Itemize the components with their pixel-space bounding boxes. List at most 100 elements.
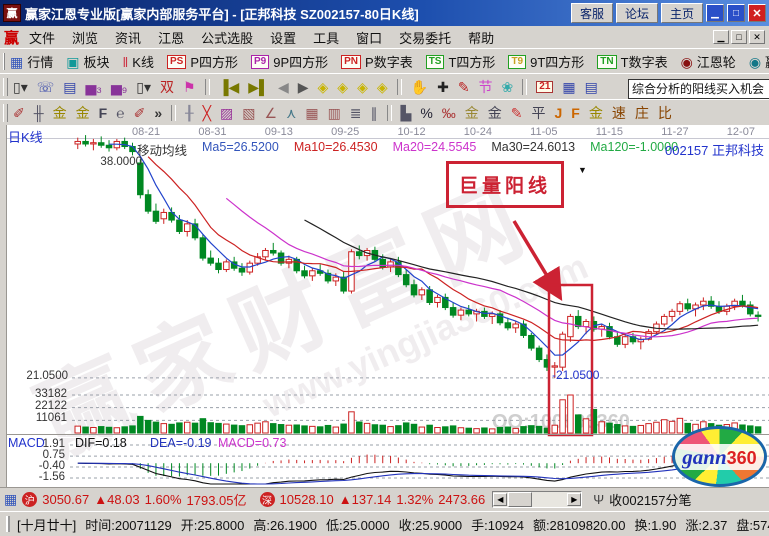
grid-icon[interactable]: ▦: [4, 491, 18, 507]
mdi-close-button[interactable]: ✕: [749, 30, 765, 44]
percent-icon[interactable]: %: [420, 105, 433, 121]
info-doc-icon[interactable]: ▤: [63, 79, 77, 95]
speed-line-icon[interactable]: 速: [611, 105, 626, 121]
wave-tool-icon[interactable]: ⋏: [286, 105, 297, 121]
p-square-button[interactable]: PS P四方形: [166, 52, 238, 71]
compress-left-icon[interactable]: ◈: [317, 79, 329, 95]
brush-icon[interactable]: ✐: [13, 105, 25, 121]
sz-change: ▲137.14: [338, 492, 392, 507]
quote-field: 高:26.1900: [253, 517, 317, 533]
prev-bar-icon[interactable]: ◀: [277, 79, 289, 95]
grid-tool-icon[interactable]: ╫: [33, 105, 44, 121]
brush2-icon[interactable]: ✐: [133, 105, 146, 121]
menu-formula-stockpick[interactable]: 公式选股: [201, 30, 254, 46]
price-grid-icon[interactable]: ▥: [327, 105, 341, 121]
spiral-icon[interactable]: ℮: [116, 105, 125, 121]
memo-icon[interactable]: ▤: [584, 79, 598, 95]
resize-grip[interactable]: [6, 516, 10, 532]
first-bar-icon[interactable]: ▐◀: [218, 79, 240, 95]
menu-tools[interactable]: 工具: [313, 30, 340, 46]
ratio-line-icon[interactable]: 比: [657, 105, 672, 121]
double-k-icon[interactable]: 双: [160, 79, 175, 95]
scrollbar-thumb[interactable]: [508, 492, 533, 507]
p9-square-button[interactable]: P9 9P四方形: [250, 52, 328, 71]
j-line-icon[interactable]: J: [554, 105, 563, 121]
gann-grid-icon[interactable]: ▧: [242, 105, 256, 121]
draw-line-icon[interactable]: ✎: [457, 79, 470, 95]
menu-browse[interactable]: 浏览: [72, 30, 99, 46]
chart-canvas[interactable]: [0, 125, 769, 487]
angle-line-icon[interactable]: ∠: [264, 105, 278, 121]
kline-button[interactable]: ‖ K线: [123, 52, 154, 71]
quotes-button[interactable]: ▦ 行情: [10, 52, 53, 71]
maximize-button[interactable]: □: [727, 4, 745, 22]
winner-wheel-button[interactable]: ◉ 赢家轮: [749, 52, 769, 71]
flag-icon[interactable]: ⚑: [183, 79, 196, 95]
toolbar-grip[interactable]: [3, 77, 8, 97]
mark-candle-icon[interactable]: ✎: [510, 105, 523, 121]
crosshair-icon[interactable]: ✚: [437, 79, 449, 95]
toolbar-grip[interactable]: [3, 52, 5, 71]
sectors-button[interactable]: ▣ 板块: [66, 52, 109, 71]
candle-period-icon[interactable]: ▯▾: [136, 79, 152, 95]
pattern-icon[interactable]: ❀: [501, 79, 514, 95]
permille-icon[interactable]: ‰: [441, 105, 456, 121]
drawing-toolbar: ✐ ╫ 金金 F ℮ ✐» ╂ ╳ ▨ ▧ ∠ ⋏ ▦ ▥ ≣ ∥ ▙% ‰ 金金 ✎ 平 J F 金速庄比: [0, 99, 769, 127]
horizontal-scrollbar[interactable]: ◀ ▶: [492, 491, 583, 508]
step-lines-icon[interactable]: ▙: [400, 105, 412, 121]
hlines-icon[interactable]: ≣: [349, 105, 362, 121]
phone-icon[interactable]: ☏: [36, 79, 55, 95]
t-square-button[interactable]: TS T四方形: [425, 52, 495, 71]
box-grid-icon[interactable]: ╂: [185, 105, 194, 121]
menu-window[interactable]: 窗口: [356, 30, 383, 46]
home-button[interactable]: 主页: [660, 3, 703, 23]
plines-icon[interactable]: ∥: [370, 105, 378, 121]
p-number-button[interactable]: PN P数字表: [341, 52, 413, 71]
t-number-button[interactable]: TN T数字表: [597, 52, 668, 71]
banker-line-icon[interactable]: 庄: [634, 105, 649, 121]
support-button[interactable]: 客服: [570, 3, 613, 23]
scroll-right-icon[interactable]: ▶: [567, 493, 582, 506]
minimize-button[interactable]: ▁: [706, 4, 724, 22]
gold-angle-icon[interactable]: 金: [588, 105, 603, 121]
menu-file[interactable]: 文件: [29, 30, 56, 46]
forum-button[interactable]: 论坛: [615, 3, 658, 23]
bars9-icon[interactable]: ▅₉: [110, 79, 128, 95]
fan-lines-icon[interactable]: ╳: [202, 105, 212, 121]
mdi-minimize-button[interactable]: ▁: [713, 30, 729, 44]
more-tools-icon[interactable]: »: [154, 105, 163, 121]
mdi-restore-button[interactable]: □: [731, 30, 747, 44]
gann-wheel-button[interactable]: ◉ 江恩轮: [681, 52, 736, 71]
menu-news[interactable]: 资讯: [115, 30, 142, 46]
menu-trading[interactable]: 交易委托: [399, 30, 452, 46]
gann-box-icon[interactable]: ▨: [220, 105, 234, 121]
compress-icon[interactable]: ◈: [337, 79, 349, 95]
gann-seasons-icon[interactable]: 节: [478, 79, 493, 95]
f-line-icon[interactable]: F: [571, 105, 580, 121]
golden-band-icon[interactable]: 金: [75, 105, 90, 121]
gold-circle-icon[interactable]: 金: [464, 105, 479, 121]
bars3-icon[interactable]: ▅₃: [85, 79, 102, 95]
calendar-icon[interactable]: 21: [536, 81, 554, 93]
gold-line-icon[interactable]: 金: [487, 105, 502, 121]
close-button[interactable]: ✕: [748, 4, 766, 22]
pane-separator[interactable]: [0, 434, 769, 438]
kline-chart-area[interactable]: 赢家财富网 www.yingjia360.com QQ:100800360 08…: [0, 125, 769, 487]
golden-section-icon[interactable]: 金: [52, 105, 67, 121]
calculator-icon[interactable]: ▦: [562, 79, 576, 95]
candle-style-icon[interactable]: ▯▾: [13, 79, 28, 95]
square-grid-icon[interactable]: ▦: [305, 105, 319, 121]
hand-tool-icon[interactable]: ✋: [410, 79, 429, 95]
last-bar-icon[interactable]: ▶▌: [248, 79, 269, 95]
menu-gann[interactable]: 江恩: [158, 30, 185, 46]
menu-help[interactable]: 帮助: [468, 30, 495, 46]
toolbar-grip[interactable]: [3, 103, 8, 123]
next-bar-icon[interactable]: ▶: [297, 79, 309, 95]
expand-icon[interactable]: ◈: [357, 79, 368, 95]
avg-line-icon[interactable]: 平: [531, 105, 546, 121]
fibonacci-icon[interactable]: F: [98, 105, 108, 121]
scroll-left-icon[interactable]: ◀: [493, 493, 508, 506]
t9-square-button[interactable]: T9 9T四方形: [508, 52, 584, 71]
restore-scale-icon[interactable]: ◈: [376, 79, 388, 95]
menu-settings[interactable]: 设置: [270, 30, 297, 46]
